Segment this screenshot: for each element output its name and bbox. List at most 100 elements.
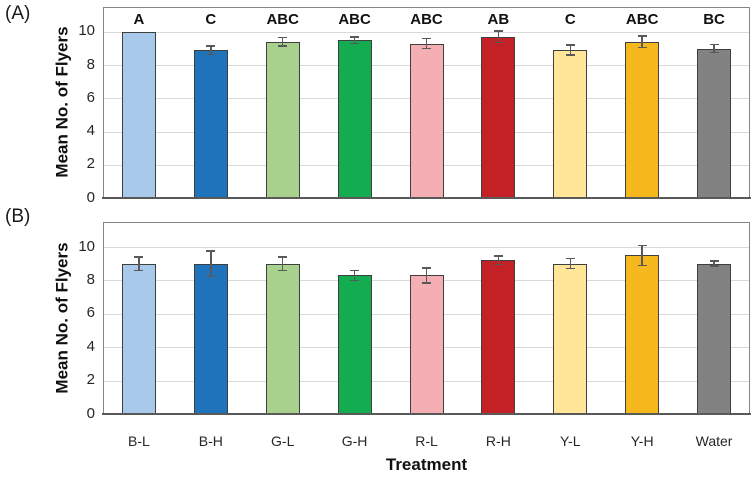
bar-g-h — [337, 275, 372, 414]
bar-r-h — [481, 36, 516, 198]
sig-letter: AB — [487, 11, 510, 28]
y-tick-label: 8 — [86, 55, 95, 73]
error-bar — [281, 37, 284, 47]
sig-letter: ABC — [338, 11, 371, 28]
sig-letter: ABC — [410, 11, 443, 28]
error-bar — [425, 38, 428, 49]
category-label: Y-L — [560, 433, 581, 449]
error-bar-cap-bottom — [637, 46, 647, 49]
bar-b-l — [121, 263, 156, 414]
y-tick-label: 8 — [86, 270, 95, 288]
error-bar-cap-bottom — [206, 275, 216, 277]
sig-letter: ABC — [625, 11, 659, 28]
gridline — [103, 247, 750, 249]
y-tick-label: 10 — [78, 237, 95, 255]
sig-letter: A — [133, 11, 145, 28]
error-bar-cap-bottom — [637, 264, 647, 267]
category-label: R-H — [485, 433, 511, 449]
bar-r-l — [409, 275, 444, 414]
panel-a-label: (A) — [5, 3, 31, 24]
y-tick-label: 4 — [86, 122, 95, 140]
error-bar — [353, 36, 356, 44]
bar-y-l — [553, 263, 588, 414]
error-bar-cap-top — [206, 250, 216, 252]
y-tick-label: 2 — [86, 371, 95, 389]
error-bar — [641, 245, 643, 266]
category-label: G-H — [341, 433, 368, 449]
category-label: B-H — [198, 433, 223, 449]
error-bar-cap-bottom — [565, 267, 575, 270]
y-tick-label: 0 — [86, 404, 95, 422]
bar-water — [697, 263, 732, 414]
bar-water — [697, 48, 732, 198]
error-bar-cap-top — [206, 45, 216, 47]
error-bar-cap-top — [350, 269, 360, 272]
y-tick-label: 6 — [86, 88, 95, 106]
category-label: Water — [695, 433, 733, 449]
bar-g-l — [265, 263, 300, 414]
bar-b-h — [193, 263, 228, 414]
sig-letter: C — [205, 11, 217, 28]
error-bar-cap-bottom — [709, 51, 719, 54]
panel-b-label: (B) — [5, 206, 31, 227]
error-bar-cap-bottom — [565, 54, 575, 56]
x-axis-title: Treatment — [385, 455, 468, 474]
error-bar — [569, 258, 572, 269]
error-bar-cap-top — [565, 44, 575, 46]
sig-letter: C — [564, 11, 576, 28]
error-bar — [569, 45, 572, 56]
plot-frame — [103, 222, 750, 414]
y-tick-label: 2 — [86, 155, 95, 173]
error-bar-cap-top — [278, 36, 288, 39]
error-bar-cap-top — [565, 257, 575, 260]
error-bar — [713, 261, 715, 267]
error-bar — [641, 36, 643, 48]
plot-frame — [103, 7, 750, 198]
error-bar-cap-top — [493, 255, 503, 257]
error-bar-cap-bottom — [709, 265, 719, 267]
error-bar-cap-bottom — [422, 282, 431, 284]
error-bar-cap-top — [422, 37, 431, 40]
bar-r-l — [409, 43, 444, 198]
error-bar-cap-top — [493, 30, 503, 32]
sig-letter: BC — [703, 11, 725, 28]
error-bar — [425, 267, 428, 283]
category-label: Y-H — [630, 433, 654, 449]
bar-y-l — [553, 50, 588, 198]
error-bar-cap-top — [350, 36, 360, 38]
error-bar — [353, 270, 356, 281]
error-bar — [497, 256, 500, 265]
y-tick-label: 0 — [86, 188, 95, 206]
error-bar-cap-bottom — [350, 42, 360, 45]
error-bar — [138, 257, 140, 271]
error-bar-cap-top — [637, 244, 647, 247]
error-bar-cap-bottom — [422, 47, 431, 50]
error-bar-cap-top — [278, 256, 288, 258]
gridline — [103, 31, 750, 33]
bar-b-l — [121, 31, 156, 198]
error-bar — [210, 46, 212, 55]
error-bar — [210, 251, 212, 277]
error-bar-cap-top — [709, 43, 719, 46]
y-tick-label: 10 — [78, 22, 95, 40]
x-axis-line — [102, 412, 751, 416]
sig-letter: ABC — [266, 11, 299, 28]
error-bar-cap-top — [637, 35, 647, 37]
bar-g-l — [265, 41, 300, 198]
error-bar-cap-top — [422, 267, 431, 269]
bar-y-h — [625, 255, 660, 414]
y-tick-label: 6 — [86, 304, 95, 322]
error-bar — [281, 257, 284, 271]
bar-y-h — [625, 41, 660, 198]
category-label: G-L — [271, 433, 295, 449]
error-bar — [713, 44, 715, 53]
category-label: R-L — [415, 433, 438, 449]
error-bar-cap-bottom — [350, 279, 360, 282]
x-axis-line — [102, 196, 751, 200]
error-bar — [497, 31, 500, 43]
error-bar-cap-bottom — [134, 269, 144, 272]
error-bar-cap-bottom — [206, 53, 216, 56]
category-label: B-L — [128, 433, 150, 449]
error-bar-cap-bottom — [278, 269, 288, 272]
